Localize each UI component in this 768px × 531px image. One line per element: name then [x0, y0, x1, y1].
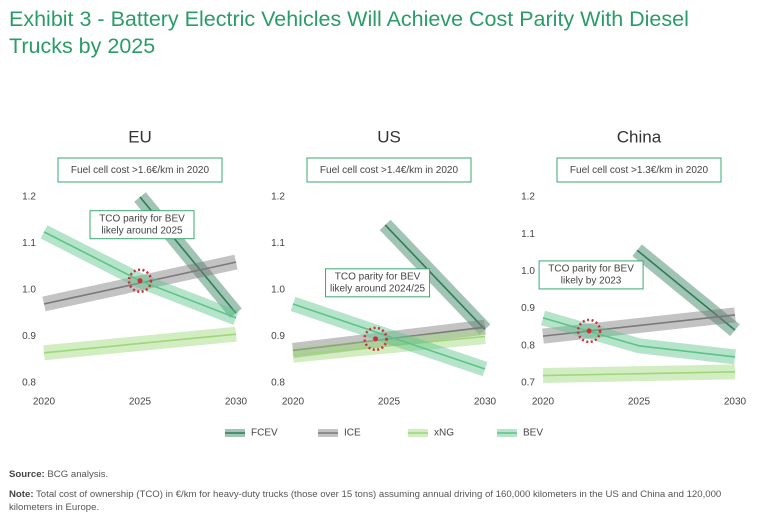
parity-label: TCO parity for BEV: [335, 271, 421, 282]
annotation: Fuel cell cost >1.4€/km in 2020: [320, 165, 459, 176]
source-text: BCG analysis.: [47, 469, 109, 480]
y-tick-label: 1.0: [521, 266, 535, 277]
parity-label: TCO parity for BEV: [548, 264, 634, 275]
y-tick-label: 1.2: [22, 192, 36, 203]
annotation: Fuel cell cost >1.6€/km in 2020: [71, 165, 210, 176]
parity-label-box: [538, 260, 644, 290]
y-tick-label: 0.9: [22, 331, 36, 342]
y-tick-label: 0.8: [521, 340, 535, 351]
y-tick-label: 0.8: [271, 378, 285, 389]
x-tick-label: 2025: [378, 397, 401, 408]
series-line: [292, 303, 486, 370]
parity-marker: [127, 268, 153, 293]
series-line: [292, 335, 486, 356]
note-label: Note:: [9, 489, 34, 500]
source-label: Source:: [9, 469, 45, 480]
annotation: Fuel cell cost >1.3€/km in 2020: [570, 165, 709, 176]
parity-label: likely around 2024/25: [330, 283, 426, 294]
y-tick-label: 0.7: [521, 378, 535, 389]
y-tick-label: 1.0: [271, 285, 285, 296]
parity-point: [137, 278, 143, 284]
x-tick-label: 2025: [628, 397, 651, 408]
annotation-box: [306, 157, 472, 183]
annotation-box: [57, 157, 223, 183]
x-tick-label: 2030: [474, 397, 497, 408]
legend-label: xNG: [434, 428, 454, 439]
parity-label: likely by 2023: [561, 276, 622, 287]
series-line: [292, 326, 486, 352]
parity-label-box: [325, 268, 431, 298]
panel-title: China: [617, 127, 662, 146]
parity-label: TCO parity for BEV: [99, 213, 185, 224]
annotation-box: [556, 157, 722, 183]
note-text: Total cost of ownership (TCO) in €/km fo…: [9, 489, 722, 513]
panel-title: EU: [128, 127, 152, 146]
legend-label: BEV: [523, 428, 543, 439]
y-tick-label: 1.0: [22, 285, 36, 296]
series-line: [542, 371, 736, 377]
panel-title: US: [377, 127, 401, 146]
y-tick-label: 0.9: [521, 303, 535, 314]
x-tick-label: 2020: [282, 397, 305, 408]
series-line: [542, 314, 736, 337]
note: Note: Total cost of ownership (TCO) in €…: [9, 488, 761, 514]
parity-label-box: [89, 210, 195, 240]
parity-marker: [363, 326, 388, 352]
y-tick-label: 1.1: [521, 229, 535, 240]
x-tick-label: 2020: [33, 397, 56, 408]
y-tick-label: 1.2: [271, 192, 285, 203]
legend-label: FCEV: [251, 428, 278, 439]
x-tick-label: 2025: [129, 397, 152, 408]
x-tick-label: 2030: [225, 397, 248, 408]
y-tick-label: 1.1: [22, 238, 36, 249]
parity-point: [586, 328, 592, 334]
source: Source: BCG analysis.: [9, 468, 761, 481]
legend-label: ICE: [344, 428, 361, 439]
series-line: [384, 224, 486, 331]
y-tick-label: 0.8: [22, 378, 36, 389]
series-line: [43, 333, 237, 354]
parity-marker: [576, 318, 602, 344]
y-tick-label: 1.1: [271, 238, 285, 249]
x-tick-label: 2030: [724, 397, 747, 408]
y-tick-label: 0.9: [271, 331, 285, 342]
x-tick-label: 2020: [532, 397, 555, 408]
y-tick-label: 1.2: [521, 192, 535, 203]
parity-label: likely around 2025: [101, 225, 183, 236]
title: Exhibit 3 - Battery Electric Vehicles Wi…: [9, 7, 689, 58]
parity-point: [373, 336, 379, 342]
series-line: [542, 317, 736, 358]
